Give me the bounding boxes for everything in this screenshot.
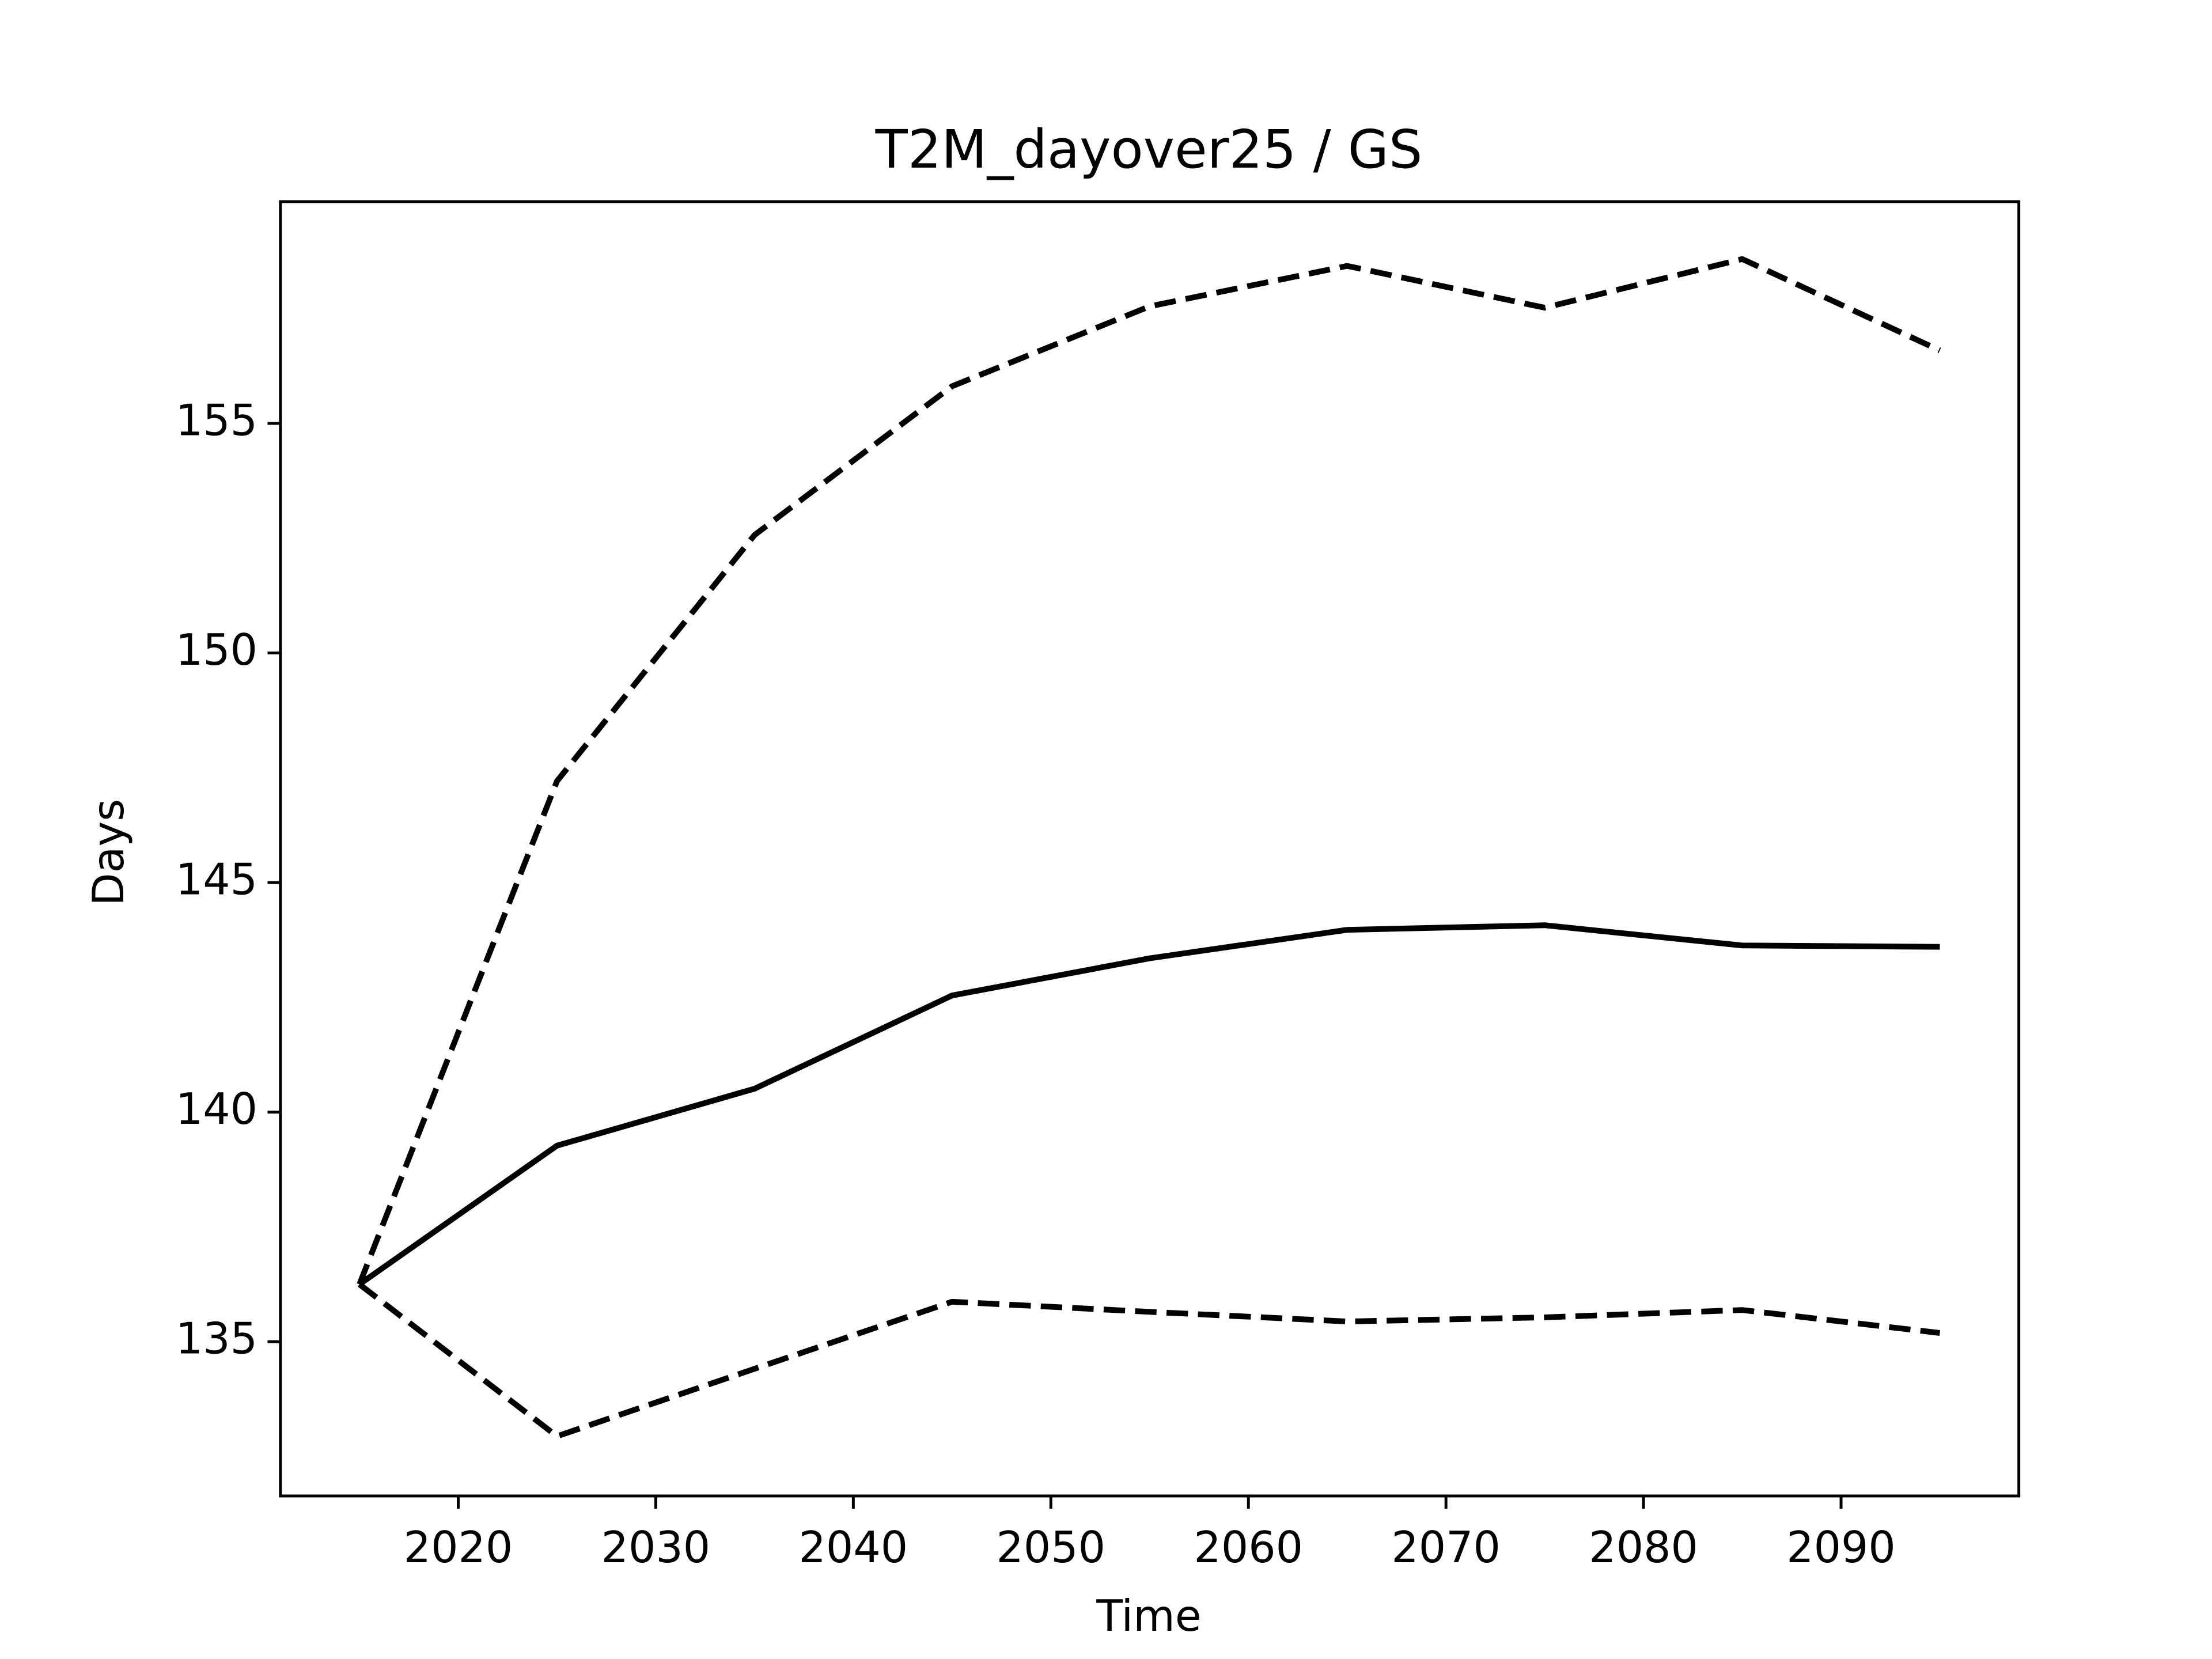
x-tick-label: 2060 [1194, 1522, 1303, 1573]
y-axis-label: Days [84, 799, 134, 906]
x-tick-label: 2050 [996, 1522, 1105, 1573]
y-tick-label: 155 [176, 396, 257, 446]
line-series [358, 922, 1940, 1287]
plot-frame [279, 200, 2021, 1498]
y-tick-label: 135 [176, 1314, 257, 1364]
y-tick-label: 140 [176, 1084, 257, 1134]
x-tick-label: 2020 [404, 1522, 513, 1573]
y-tick-label: 145 [176, 855, 257, 905]
x-tick-label: 2030 [601, 1522, 711, 1573]
line-series [357, 256, 1941, 1286]
y-tick-label: 150 [176, 625, 257, 675]
line-series [357, 1282, 1941, 1440]
x-tick-label: 2070 [1391, 1522, 1501, 1573]
x-tick-label: 2090 [1786, 1522, 1896, 1573]
x-tick-label: 2080 [1589, 1522, 1698, 1573]
chart-title: T2M_dayover25 / GS [875, 119, 1423, 180]
x-axis-label: Time [1096, 1591, 1201, 1641]
x-tick-label: 2040 [799, 1522, 908, 1573]
